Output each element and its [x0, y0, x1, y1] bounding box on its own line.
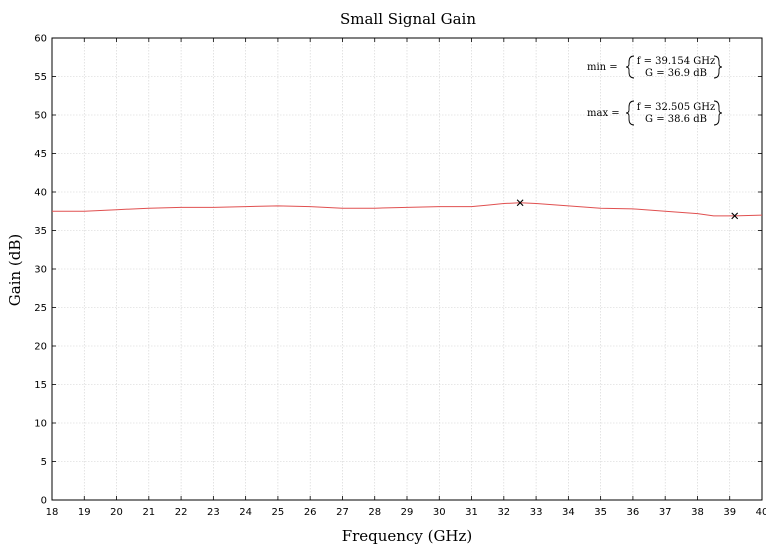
- x-tick-label: 27: [336, 507, 349, 518]
- x-tick-label: 19: [78, 507, 91, 518]
- max-annotation-left-brace: [625, 100, 635, 126]
- marker-layer: [516, 199, 739, 220]
- max-annotation-frequency: f = 32.505 GHz: [637, 102, 716, 113]
- x-tick-label: 23: [207, 507, 220, 518]
- series-layer: [52, 202, 763, 217]
- y-tick-label: 60: [34, 34, 47, 45]
- y-tick-label: 15: [34, 380, 47, 391]
- x-tick-label: 38: [691, 507, 704, 518]
- y-tick-label: 20: [34, 342, 47, 353]
- y-tick-label: 55: [34, 72, 47, 83]
- x-tick-label: 36: [627, 507, 640, 518]
- min-annotation-gain: G = 36.9 dB: [645, 68, 707, 79]
- data-marker-x: [516, 199, 524, 207]
- x-tick-label: 31: [465, 507, 478, 518]
- y-tick-label: 45: [34, 149, 47, 160]
- y-tick-label: 0: [41, 496, 47, 507]
- min-annotation: min = f = 39.154 GHz G = 36.9 dB: [587, 55, 723, 79]
- x-tick-label: 22: [175, 507, 188, 518]
- x-tick-label: 40: [756, 507, 766, 518]
- y-tick-label: 35: [34, 226, 47, 237]
- x-tick-label: 35: [594, 507, 607, 518]
- x-tick-label: 34: [562, 507, 575, 518]
- chart-title: Small Signal Gain: [340, 10, 476, 28]
- x-tick-label: 37: [659, 507, 672, 518]
- max-annotation-label: max =: [587, 108, 620, 119]
- x-tick-label: 39: [723, 507, 736, 518]
- x-tick-label: 28: [368, 507, 381, 518]
- y-tick-label: 5: [41, 457, 47, 468]
- x-tick-label: 21: [142, 507, 155, 518]
- max-annotation-gain: G = 38.6 dB: [645, 114, 707, 125]
- x-tick-label: 33: [530, 507, 543, 518]
- gain-series-line: [52, 202, 763, 217]
- y-tick-label: 30: [34, 265, 47, 276]
- y-tick-label: 50: [34, 111, 47, 122]
- y-axis-ticks: 0 5 10 15 20 25 30 35 40 45 50 55 60: [34, 34, 762, 507]
- max-annotation: max = f = 32.505 GHz G = 38.6 dB: [587, 100, 723, 126]
- grid-lines: [52, 38, 762, 500]
- x-axis-label: Frequency (GHz): [342, 527, 473, 545]
- x-tick-label: 20: [110, 507, 123, 518]
- x-tick-label: 26: [304, 507, 317, 518]
- min-annotation-label: min =: [587, 62, 618, 73]
- y-tick-label: 25: [34, 303, 47, 314]
- y-axis-label: Gain (dB): [6, 234, 24, 306]
- x-tick-label: 32: [497, 507, 510, 518]
- x-tick-label: 24: [239, 507, 252, 518]
- min-annotation-frequency: f = 39.154 GHz: [637, 56, 716, 67]
- max-annotation-right-brace: [713, 100, 723, 126]
- min-annotation-right-brace: [713, 55, 723, 79]
- x-tick-label: 25: [272, 507, 285, 518]
- x-tick-label: 18: [46, 507, 59, 518]
- x-axis-ticks: 18 19 20 21 22 23 24 25 26 27 28 29 30 31 32 33 34 35 36 37…: [46, 38, 766, 518]
- data-marker-x: [731, 212, 739, 220]
- y-tick-label: 40: [34, 188, 47, 199]
- x-tick-label: 30: [433, 507, 446, 518]
- x-tick-label: 29: [401, 507, 414, 518]
- min-annotation-left-brace: [625, 55, 635, 79]
- y-tick-label: 10: [34, 419, 47, 430]
